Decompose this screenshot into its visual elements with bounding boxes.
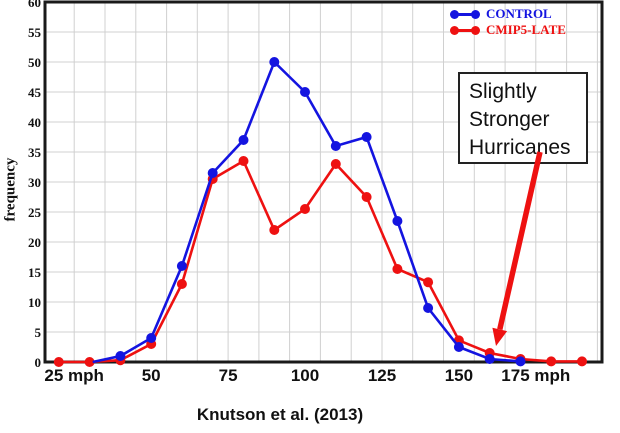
y-tick-label: 30 — [28, 174, 41, 190]
control-marker — [453, 342, 464, 352]
annotation-line-3: Hurricanes — [469, 136, 571, 159]
annotation-box: Slightly Stronger Hurricanes — [458, 72, 588, 164]
cmip5-late-line — [58, 159, 582, 364]
legend-item: CMIP5-LATE — [450, 22, 566, 38]
x-tick-label: 100 — [290, 366, 320, 385]
legend: CONTROL CMIP5-LATE — [450, 6, 566, 38]
control-marker — [207, 168, 218, 178]
y-tick-label: 60 — [28, 0, 41, 10]
y-tick-label: 20 — [28, 234, 41, 250]
x-tick-label: 125 — [367, 366, 397, 385]
cmip5-late-marker — [300, 204, 310, 214]
cmip5-late-marker — [392, 264, 403, 274]
cmip5-late-marker — [361, 192, 372, 202]
y-axis-label: frequency — [2, 157, 19, 222]
cmip5-late-marker — [84, 357, 95, 367]
annotation-line-1: Slightly — [469, 80, 537, 103]
cmip5-late-marker — [176, 279, 187, 289]
cmip5-late-marker — [577, 356, 587, 367]
legend-dot-icon — [450, 25, 459, 35]
legend-label: CONTROL — [486, 6, 552, 21]
control-marker — [423, 303, 434, 313]
y-tick-label: 40 — [28, 114, 41, 130]
control-marker — [361, 132, 372, 142]
annotation-line-2: Stronger — [469, 108, 550, 131]
cmip5-late-marker — [546, 356, 557, 367]
control-marker — [392, 216, 403, 226]
control-marker — [515, 356, 526, 367]
control-marker — [269, 57, 280, 67]
control-marker — [238, 135, 249, 145]
cmip5-late-marker — [53, 357, 64, 367]
cmip5-late-marker — [269, 225, 280, 235]
y-tick-label: 35 — [28, 144, 41, 160]
plot-frame — [43, 0, 604, 364]
legend-dot-icon — [450, 9, 459, 19]
legend-label: CMIP5-LATE — [486, 22, 566, 37]
y-tick-label: 25 — [28, 204, 41, 220]
y-tick-label: 45 — [28, 84, 41, 100]
legend-dot-icon — [471, 9, 480, 19]
y-tick-label: 15 — [28, 264, 41, 280]
x-tick-label: 175 mph — [501, 366, 571, 385]
control-marker — [484, 354, 495, 364]
control-marker — [300, 87, 310, 97]
cmip5-late-marker — [423, 277, 434, 288]
y-tick-label: 55 — [28, 24, 41, 40]
legend-swatch — [450, 25, 480, 35]
x-tick-label: 150 — [444, 366, 474, 385]
legend-dot-icon — [471, 25, 480, 35]
cmip5-late-marker — [238, 156, 249, 166]
y-tick-label: 10 — [28, 294, 41, 310]
cmip5-late-marker — [330, 159, 341, 169]
y-tick-label: 50 — [28, 54, 41, 70]
x-tick-label: 75 — [218, 366, 238, 385]
x-tick-label: 25 mph — [44, 366, 104, 385]
control-marker — [115, 351, 126, 361]
control-marker — [146, 333, 157, 343]
control-marker — [330, 141, 341, 151]
x-tick-label: 50 — [141, 366, 161, 385]
legend-swatch — [450, 9, 480, 19]
control-marker — [176, 261, 187, 271]
y-tick-label: 5 — [34, 324, 42, 340]
chart-caption: Knutson et al. (2013) — [196, 405, 364, 424]
y-tick-label: 0 — [34, 354, 42, 370]
legend-item: CONTROL — [450, 6, 566, 22]
